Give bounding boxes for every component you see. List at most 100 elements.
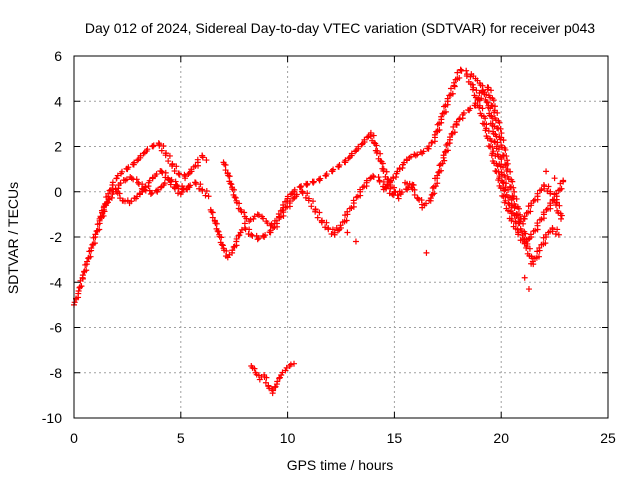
track-d-point: [264, 220, 271, 227]
track-b-point: [157, 184, 164, 191]
track-f-point: [484, 135, 491, 142]
track-e-point: [290, 195, 297, 202]
track-f-point: [530, 228, 537, 235]
track-e-point: [254, 236, 261, 243]
track-e-point: [334, 227, 341, 234]
track-h-point: [547, 190, 554, 197]
track-g-point: [535, 253, 542, 260]
track-g-point: [474, 96, 481, 103]
track-g-point: [441, 157, 448, 164]
track-e-point: [370, 172, 377, 179]
track-f-point: [505, 207, 512, 214]
track-b-point: [97, 213, 104, 220]
track-g-point: [406, 180, 413, 187]
y-tick-label: 2: [54, 139, 62, 155]
cluster-point: [291, 360, 298, 367]
track-b-point: [117, 180, 124, 187]
track-a-point: [79, 272, 86, 279]
track-g-point: [444, 140, 451, 147]
track-f-point: [456, 74, 463, 81]
track-f-point: [436, 126, 443, 133]
track-f-point: [417, 149, 424, 156]
track-g-point: [513, 195, 520, 202]
track-d-point: [287, 191, 294, 198]
x-tick-label: 15: [387, 430, 403, 446]
track-d-point: [297, 184, 304, 191]
track-g-point: [500, 152, 507, 159]
track-h-point: [493, 133, 500, 140]
track-h-point: [502, 174, 509, 181]
track-a-point: [190, 163, 197, 170]
track-h-point: [487, 105, 494, 112]
track-d-point: [304, 180, 311, 187]
track-c-point: [167, 181, 174, 188]
track-e-point: [329, 226, 336, 233]
y-tick-label: 0: [54, 184, 62, 200]
track-g-point: [472, 100, 479, 107]
track-h-point: [483, 91, 490, 98]
track-a-point: [175, 170, 182, 177]
track-e-point: [331, 229, 338, 236]
track-a-point: [84, 258, 91, 265]
track-h-point: [511, 212, 518, 219]
track-a-point: [137, 152, 144, 159]
track-g-point: [431, 190, 438, 197]
outliers-point: [551, 175, 558, 182]
track-d-point: [238, 208, 245, 215]
track-d-point: [284, 193, 291, 200]
track-a-point: [78, 283, 85, 290]
track-e-point: [209, 209, 216, 216]
track-c-point: [174, 190, 181, 197]
track-g-point: [509, 178, 516, 185]
track-h-point: [492, 139, 499, 146]
outliers-point: [543, 168, 550, 175]
track-e-point: [233, 235, 240, 242]
track-h-point: [555, 209, 562, 216]
track-f-point: [508, 217, 515, 224]
outliers-point: [489, 150, 496, 157]
track-c-point: [171, 184, 178, 191]
track-b-point: [172, 178, 179, 185]
track-d-point: [383, 168, 390, 175]
track-e-point: [302, 194, 309, 201]
track-e-point: [323, 219, 330, 226]
track-f-point: [463, 73, 470, 80]
track-h-point: [491, 123, 498, 130]
track-d-point: [260, 215, 267, 222]
track-a-point: [160, 142, 167, 149]
track-f-point: [414, 151, 421, 158]
track-d-point: [236, 200, 243, 207]
track-g-point: [496, 119, 503, 126]
track-a-point: [176, 171, 183, 178]
track-c-point: [158, 168, 165, 175]
track-d-point: [231, 186, 238, 193]
track-e-point: [273, 217, 280, 224]
track-f-point: [492, 167, 499, 174]
track-d-point: [398, 189, 405, 196]
track-d-point: [231, 194, 238, 201]
track-f-point: [436, 120, 443, 127]
track-d-point: [310, 179, 317, 186]
track-g-point: [500, 137, 507, 144]
track-d-point: [226, 173, 233, 180]
cluster-point: [276, 375, 283, 382]
track-d-point: [352, 148, 359, 155]
track-g-point: [518, 227, 525, 234]
track-h-point: [527, 208, 534, 215]
track-f-point: [407, 153, 414, 160]
track-d-point: [323, 171, 330, 178]
track-a-point: [173, 163, 180, 170]
y-axis-label: SDTVAR / TECUs: [5, 182, 21, 294]
track-g-point: [492, 117, 499, 124]
track-f-point: [442, 108, 449, 115]
track-h-point: [511, 204, 518, 211]
track-f-point: [447, 85, 454, 92]
track-f-point: [491, 160, 498, 167]
track-f-point: [482, 127, 489, 134]
track-e-point: [344, 208, 351, 215]
grid-layer: [74, 56, 608, 418]
track-a-point: [150, 143, 157, 150]
cluster-point: [282, 367, 289, 374]
track-h-point: [499, 171, 506, 178]
track-g-point: [490, 97, 497, 104]
